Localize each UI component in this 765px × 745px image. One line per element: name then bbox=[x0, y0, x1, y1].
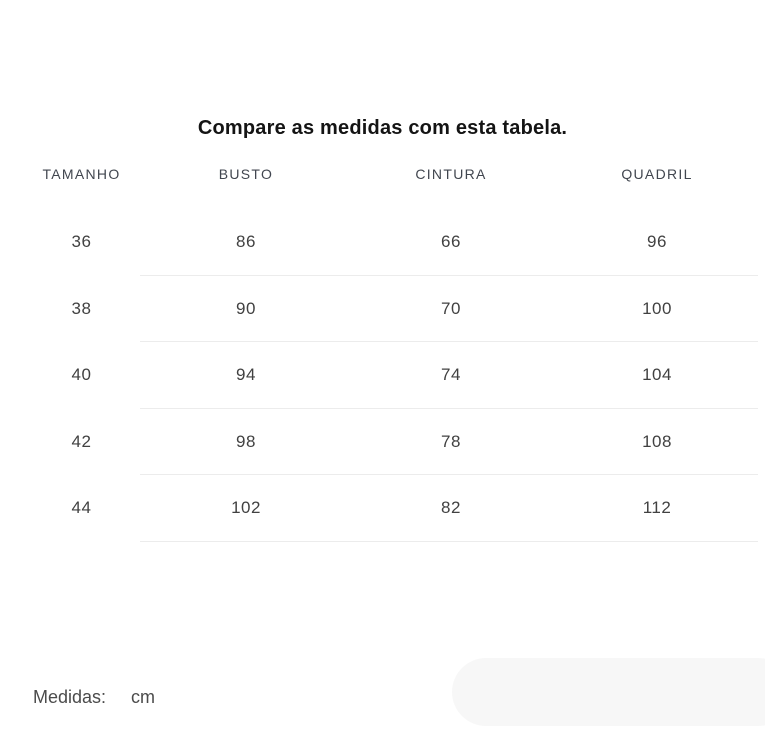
measurements-unit: cm bbox=[131, 687, 156, 707]
quadril-cell: 100 bbox=[642, 298, 672, 318]
column-header-quadril: QUADRIL bbox=[621, 166, 693, 182]
size-chart-title: Compare as medidas com esta tabela. bbox=[197, 117, 568, 139]
column-header-busto: BUSTO bbox=[218, 166, 274, 182]
busto-cell: 90 bbox=[236, 298, 256, 318]
table-row: 42 98 78 108 bbox=[0, 409, 765, 476]
size-cell: 40 bbox=[71, 365, 92, 385]
table-body: 36 86 66 96 38 90 70 100 40 94 74 104 bbox=[0, 209, 765, 542]
quadril-cell: 112 bbox=[642, 498, 672, 518]
busto-cell: 102 bbox=[231, 498, 261, 518]
busto-cell: 86 bbox=[236, 232, 256, 252]
quadril-cell: 96 bbox=[647, 232, 667, 252]
quadril-cell: 108 bbox=[642, 431, 672, 451]
table-header-row: TAMANHO BUSTO CINTURA QUADRIL bbox=[0, 166, 741, 182]
column-header-tamanho: TAMANHO bbox=[42, 166, 121, 182]
size-cell: 44 bbox=[71, 498, 92, 518]
table-row: 36 86 66 96 bbox=[0, 209, 765, 276]
cintura-cell: 82 bbox=[441, 498, 461, 518]
cintura-cell: 66 bbox=[441, 232, 461, 252]
size-cell: 36 bbox=[71, 232, 92, 252]
table-row: 40 94 74 104 bbox=[0, 342, 765, 409]
cintura-cell: 74 bbox=[441, 365, 461, 385]
cintura-cell: 78 bbox=[441, 431, 461, 451]
cintura-cell: 70 bbox=[441, 298, 461, 318]
table-row: 44 102 82 112 bbox=[0, 475, 765, 542]
size-cell: 38 bbox=[71, 298, 92, 318]
table-row: 38 90 70 100 bbox=[0, 276, 765, 343]
busto-cell: 94 bbox=[236, 365, 256, 385]
column-header-cintura: CINTURA bbox=[415, 166, 487, 182]
measurements-label: Medidas: bbox=[33, 687, 107, 707]
measurements-footer: Medidas: cm bbox=[33, 687, 155, 708]
corner-pill-shape bbox=[452, 658, 765, 726]
busto-cell: 98 bbox=[236, 431, 256, 451]
size-cell: 42 bbox=[71, 431, 92, 451]
quadril-cell: 104 bbox=[642, 365, 672, 385]
